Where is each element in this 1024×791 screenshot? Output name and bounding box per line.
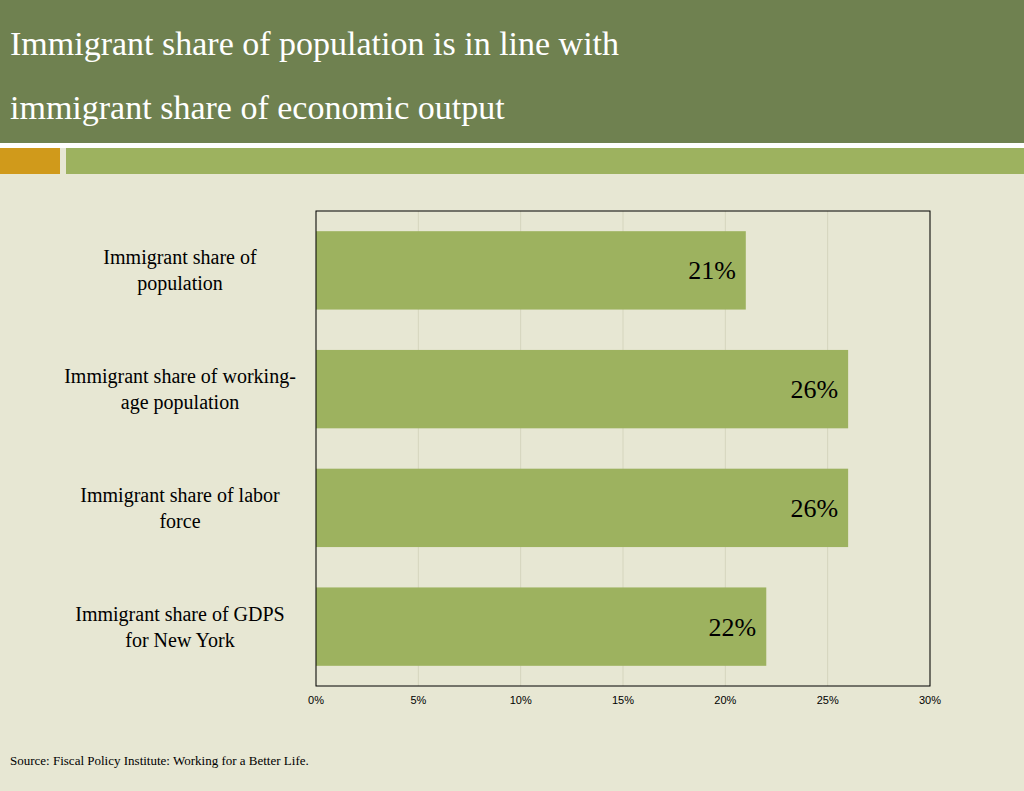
category-label: Immigrant share of GDPS for New York	[62, 601, 298, 653]
accent-block	[0, 148, 60, 174]
category-label: Immigrant share of population	[62, 244, 298, 296]
data-labels: 21% 26% 26% 22%	[688, 256, 838, 641]
accent-band	[66, 148, 1024, 174]
source: Source: Fiscal Policy Institute: Working…	[10, 753, 309, 769]
tick-label: 0%	[308, 694, 324, 706]
bar	[316, 350, 848, 428]
tick-label: 20%	[714, 694, 736, 706]
grid-line	[827, 211, 828, 686]
data-label: 26%	[790, 494, 838, 523]
page: 0% 5% 10% 15% 20% 25% 30% 21% 26% 26% 22% Immigrant…	[0, 0, 1024, 791]
category-label: Immigrant share of working-age populatio…	[62, 363, 298, 415]
title: Immigrant share of population is in line…	[10, 12, 730, 140]
header-rule	[0, 143, 1024, 148]
category-label: Immigrant share of labor force	[62, 482, 298, 534]
data-label: 21%	[688, 256, 736, 285]
header-band	[0, 0, 1024, 143]
data-label: 22%	[709, 613, 757, 642]
tick-label: 30%	[919, 694, 941, 706]
data-label: 26%	[790, 375, 838, 404]
bar	[316, 587, 766, 665]
bar	[316, 231, 746, 309]
tick-label: 5%	[410, 694, 426, 706]
tick-label: 10%	[510, 694, 532, 706]
plot-frame	[316, 211, 930, 686]
stage: 0% 5% 10% 15% 20% 25% 30% 21% 26% 26% 22% Immigrant…	[0, 0, 1024, 791]
tick-label: 15%	[612, 694, 634, 706]
bar	[316, 469, 848, 547]
bars	[316, 231, 848, 666]
tick-label: 25%	[817, 694, 839, 706]
